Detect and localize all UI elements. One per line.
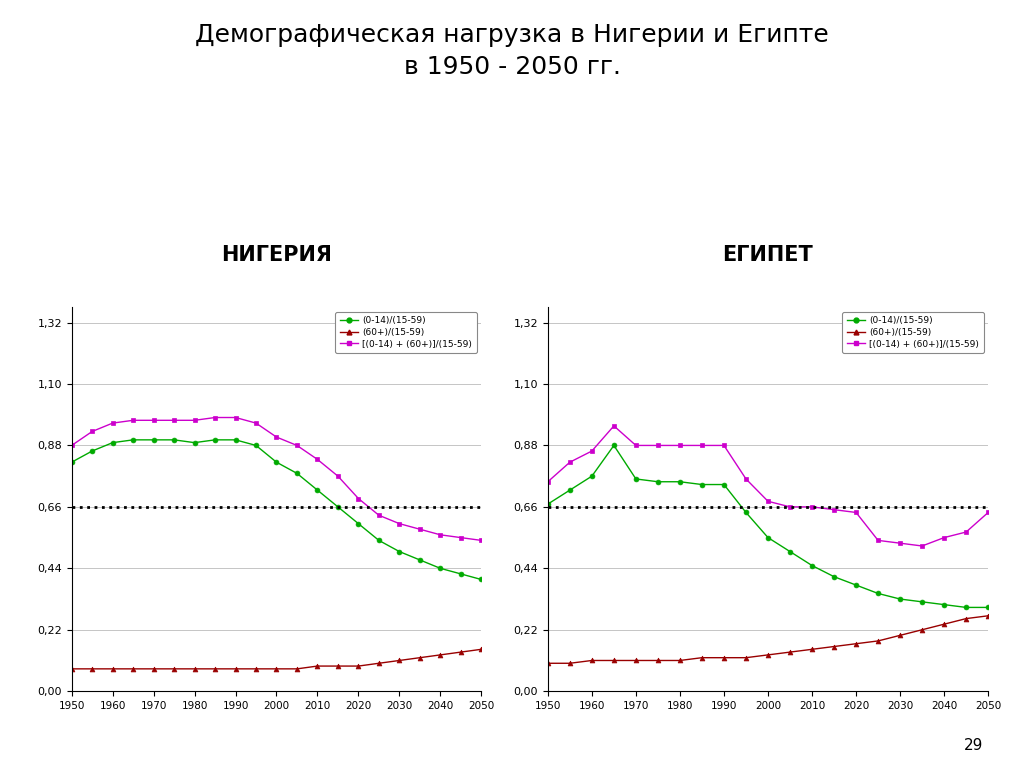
Text: Демографическая нагрузка в Нигерии и Египте
в 1950 - 2050 гг.: Демографическая нагрузка в Нигерии и Еги…: [196, 23, 828, 78]
Legend: (0-14)/(15-59), (60+)/(15-59), [(0-14) + (60+)]/(15-59): (0-14)/(15-59), (60+)/(15-59), [(0-14) +…: [842, 312, 984, 353]
Text: ЕГИПЕТ: ЕГИПЕТ: [723, 245, 813, 265]
Text: НИГЕРИЯ: НИГЕРИЯ: [221, 245, 332, 265]
Text: 29: 29: [964, 737, 983, 753]
Legend: (0-14)/(15-59), (60+)/(15-59), [(0-14) + (60+)]/(15-59): (0-14)/(15-59), (60+)/(15-59), [(0-14) +…: [335, 312, 477, 353]
